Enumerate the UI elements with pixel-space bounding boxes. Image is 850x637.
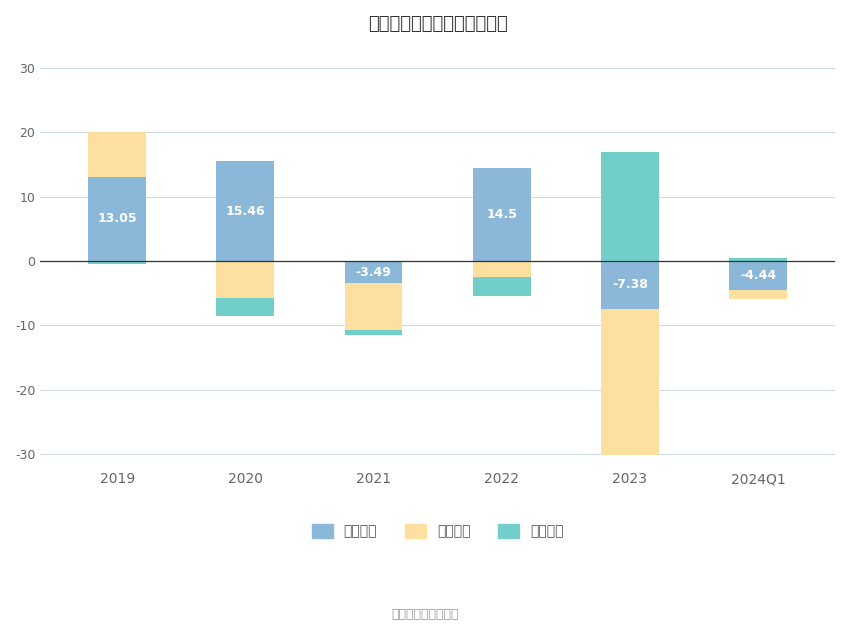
Bar — [345, 330, 402, 335]
Text: 数据来源：恒生聚源: 数据来源：恒生聚源 — [391, 608, 459, 621]
Bar — [345, 261, 402, 283]
Bar — [601, 308, 659, 455]
Bar — [217, 261, 275, 298]
Text: 13.05: 13.05 — [98, 213, 137, 225]
Text: -7.38: -7.38 — [612, 278, 648, 291]
Title: 顺鑫农业现金流净额（亿元）: 顺鑫农业现金流净额（亿元） — [368, 15, 507, 33]
Bar — [88, 261, 146, 264]
Bar — [729, 261, 787, 290]
Bar — [217, 298, 275, 316]
Bar — [473, 168, 530, 261]
Bar — [88, 132, 146, 177]
Bar — [601, 261, 659, 308]
Bar — [345, 283, 402, 330]
Bar — [473, 261, 530, 277]
Bar — [88, 177, 146, 261]
Bar — [473, 277, 530, 296]
Bar — [601, 152, 659, 261]
Legend: 经营活动, 笹资活动, 投资活动: 经营活动, 笹资活动, 投资活动 — [306, 518, 570, 544]
Bar — [729, 259, 787, 261]
Text: -3.49: -3.49 — [355, 266, 392, 279]
Text: 14.5: 14.5 — [486, 208, 517, 221]
Text: 15.46: 15.46 — [225, 204, 265, 218]
Bar — [729, 290, 787, 299]
Bar — [217, 161, 275, 261]
Text: -4.44: -4.44 — [740, 269, 776, 282]
